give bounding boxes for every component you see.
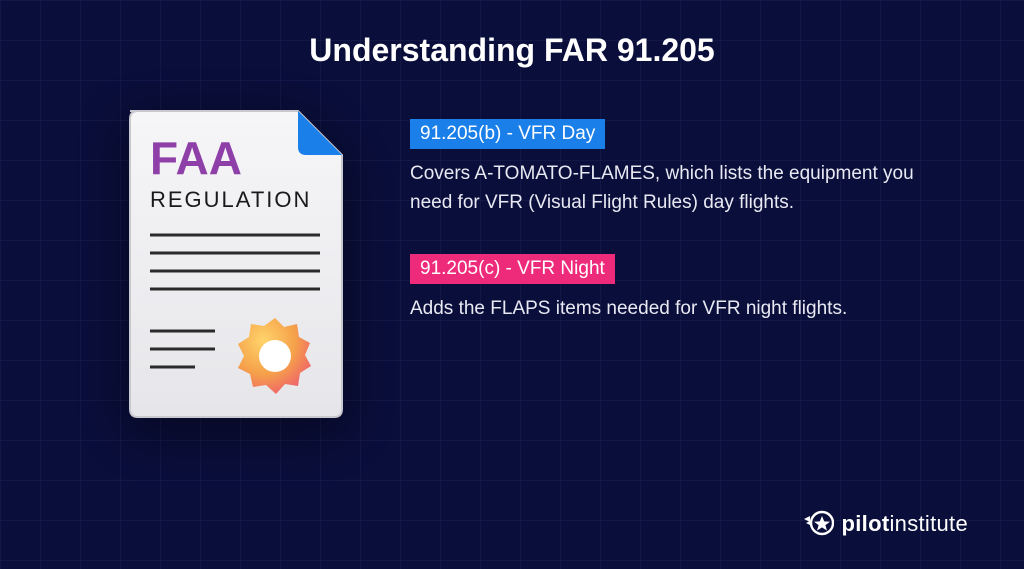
- brand-icon: [804, 509, 834, 539]
- document-icon: FAA REGULATION: [120, 109, 350, 419]
- page-title: Understanding FAR 91.205: [0, 0, 1024, 69]
- doc-subheading: REGULATION: [150, 187, 311, 212]
- desc-vfr-day: Covers A-TOMATO-FLAMES, which lists the …: [410, 159, 944, 218]
- section-vfr-night: 91.205(c) - VFR Night Adds the FLAPS ite…: [410, 254, 944, 323]
- section-vfr-day: 91.205(b) - VFR Day Covers A-TOMATO-FLAM…: [410, 119, 944, 218]
- badge-vfr-day: 91.205(b) - VFR Day: [410, 119, 605, 149]
- doc-heading: FAA: [150, 132, 242, 184]
- brand-text: pilotinstitute: [842, 511, 968, 537]
- faa-document: FAA REGULATION: [120, 109, 350, 424]
- content-row: FAA REGULATION 91.205(b) - VFR Day Cover…: [0, 69, 1024, 424]
- sections: 91.205(b) - VFR Day Covers A-TOMATO-FLAM…: [410, 109, 944, 359]
- desc-vfr-night: Adds the FLAPS items needed for VFR nigh…: [410, 294, 944, 323]
- badge-vfr-night: 91.205(c) - VFR Night: [410, 254, 615, 284]
- brand-logo: pilotinstitute: [804, 509, 968, 539]
